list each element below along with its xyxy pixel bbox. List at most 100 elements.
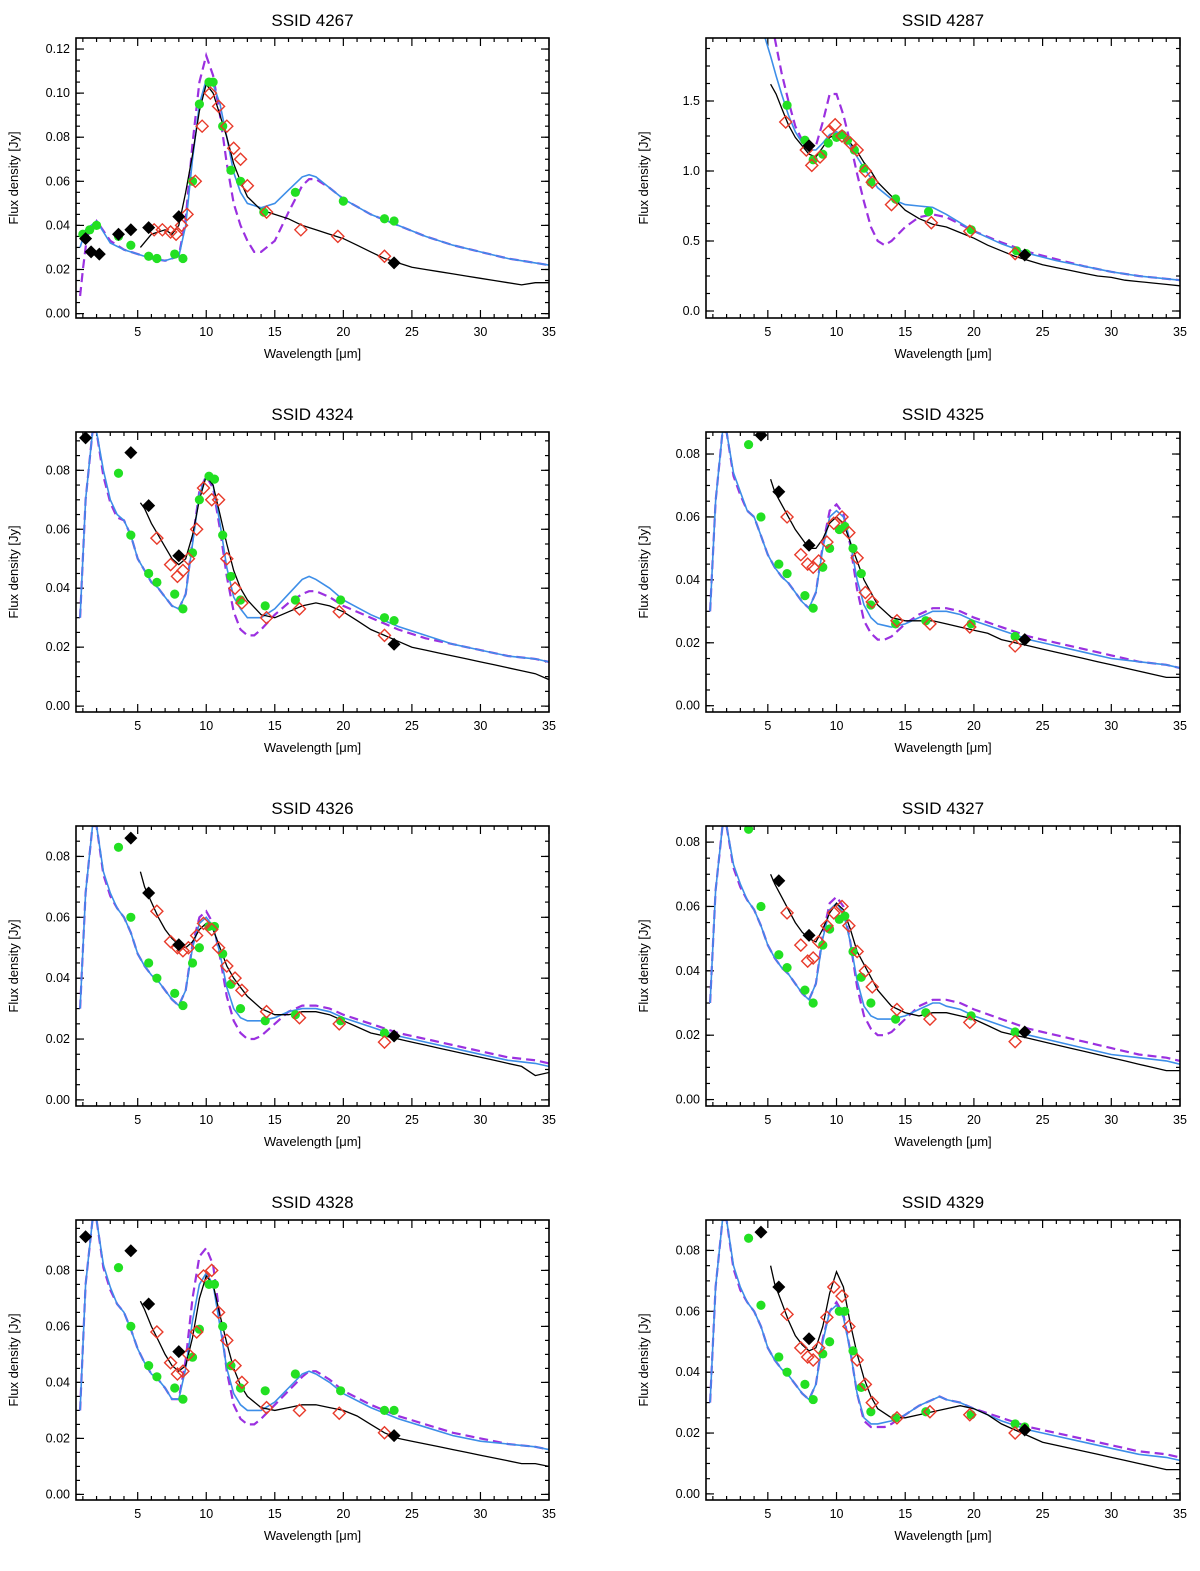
red-diamond-point [234,1375,249,1390]
red-diamond-point [195,119,210,134]
red-diamond-point [170,1367,185,1381]
black-diamond-point [387,1429,401,1443]
plot-area [79,432,549,681]
black-diamond-point [754,432,768,442]
red-diamond-point [884,197,899,212]
red-diamond-point [169,227,184,242]
red-diamond-point [196,481,211,495]
y-tick-label: 0.06 [46,174,70,188]
x-tick-label: 10 [199,1507,213,1521]
red-diamond-point [821,124,836,139]
red-diamond-point [850,550,865,565]
y-tick-label: 0.00 [46,699,70,713]
x-axis-label: Wavelength [μm] [264,1528,361,1543]
black-diamond-point [142,886,156,900]
red-diamond-point [377,1425,392,1440]
y-axis-label: Flux density [Jy] [636,525,651,618]
x-tick-label: 35 [1173,1113,1187,1127]
red-diamond-point [850,944,865,959]
red-diamond-point [800,954,815,969]
red-diamond-point [203,86,218,101]
red-diamond-point [181,940,196,955]
series-line-model-solid [709,826,1180,1065]
red-diamond-point [259,610,274,625]
chart-title: SSID 4325 [902,405,984,424]
green-data-point [800,985,810,995]
green-data-point [743,439,754,450]
x-tick-label: 15 [898,325,912,339]
y-tick-label: 0.00 [676,1093,700,1107]
red-diamond-point [259,1004,274,1019]
green-data-point [379,214,390,224]
x-tick-label: 5 [764,1507,771,1521]
green-data-point [921,616,931,626]
series-line-observed [769,1265,1180,1471]
y-tick-label: 0.04 [46,971,70,985]
black-diamond-point [172,549,186,563]
y-tick-label: 0.12 [46,42,70,56]
red-diamond-point [174,218,189,233]
green-data-point [126,1321,136,1331]
x-axis-label: Wavelength [μm] [264,1134,361,1149]
red-diamond-point [835,509,850,524]
green-data-point [152,973,162,983]
green-data-point [194,495,204,505]
red-diamond-point [858,963,873,978]
red-diamond-point [922,1404,937,1419]
y-tick-label: 0.06 [676,510,700,524]
x-tick-label: 15 [268,1507,282,1521]
green-data-point [966,225,976,235]
x-tick-label: 30 [1104,325,1118,339]
chart-title: SSID 4327 [902,799,984,818]
chart-title: SSID 4329 [902,1193,984,1212]
green-data-point [226,571,236,582]
green-data-point [1010,631,1020,642]
green-data-point [126,530,136,540]
series-line-observed [139,474,549,681]
x-tick-label: 20 [336,325,350,339]
red-diamond-point [889,1002,904,1017]
x-tick-label: 5 [134,719,141,733]
x-tick-label: 30 [473,325,487,339]
plot-area [79,826,549,1077]
series-line-model-solid [79,78,549,266]
green-data-point [260,1386,270,1396]
series-line-model-solid [764,38,1180,281]
green-data-point [389,1405,399,1415]
x-tick-label: 15 [898,719,912,733]
red-diamond-point [865,175,880,190]
black-diamond-point [1018,1025,1032,1039]
red-diamond-point [196,916,211,931]
red-diamond-point [149,904,164,919]
red-diamond-point [835,899,850,914]
red-diamond-point [377,249,392,264]
red-diamond-point [233,152,248,167]
green-data-point [85,225,95,235]
x-tick-label: 20 [967,1113,981,1127]
green-data-point [187,176,198,186]
x-tick-label: 15 [268,719,282,733]
black-diamond-point [387,637,401,651]
series-line-model-solid [709,432,1180,669]
green-data-point [235,176,246,186]
black-diamond-point [124,1244,138,1258]
red-diamond-point [226,141,241,156]
y-tick-label: 0.04 [46,581,70,595]
y-axis-label: Flux density [Jy] [636,1313,651,1406]
red-diamond-point [780,905,795,920]
green-data-point [187,958,198,968]
green-data-point [290,1369,300,1379]
red-diamond-point [189,928,204,943]
x-axis-label: Wavelength [μm] [264,740,361,755]
series-line-model-dashed [709,1220,1180,1459]
red-diamond-point [175,563,190,578]
green-data-point [194,943,204,953]
green-data-point [209,1279,220,1289]
x-tick-label: 30 [1104,1507,1118,1521]
green-data-point [126,912,136,922]
x-tick-label: 10 [830,1507,844,1521]
red-diamond-point [228,581,243,596]
black-diamond-point [112,227,126,241]
y-tick-label: 0.00 [676,699,700,713]
series-line-model-dashed [79,432,549,663]
